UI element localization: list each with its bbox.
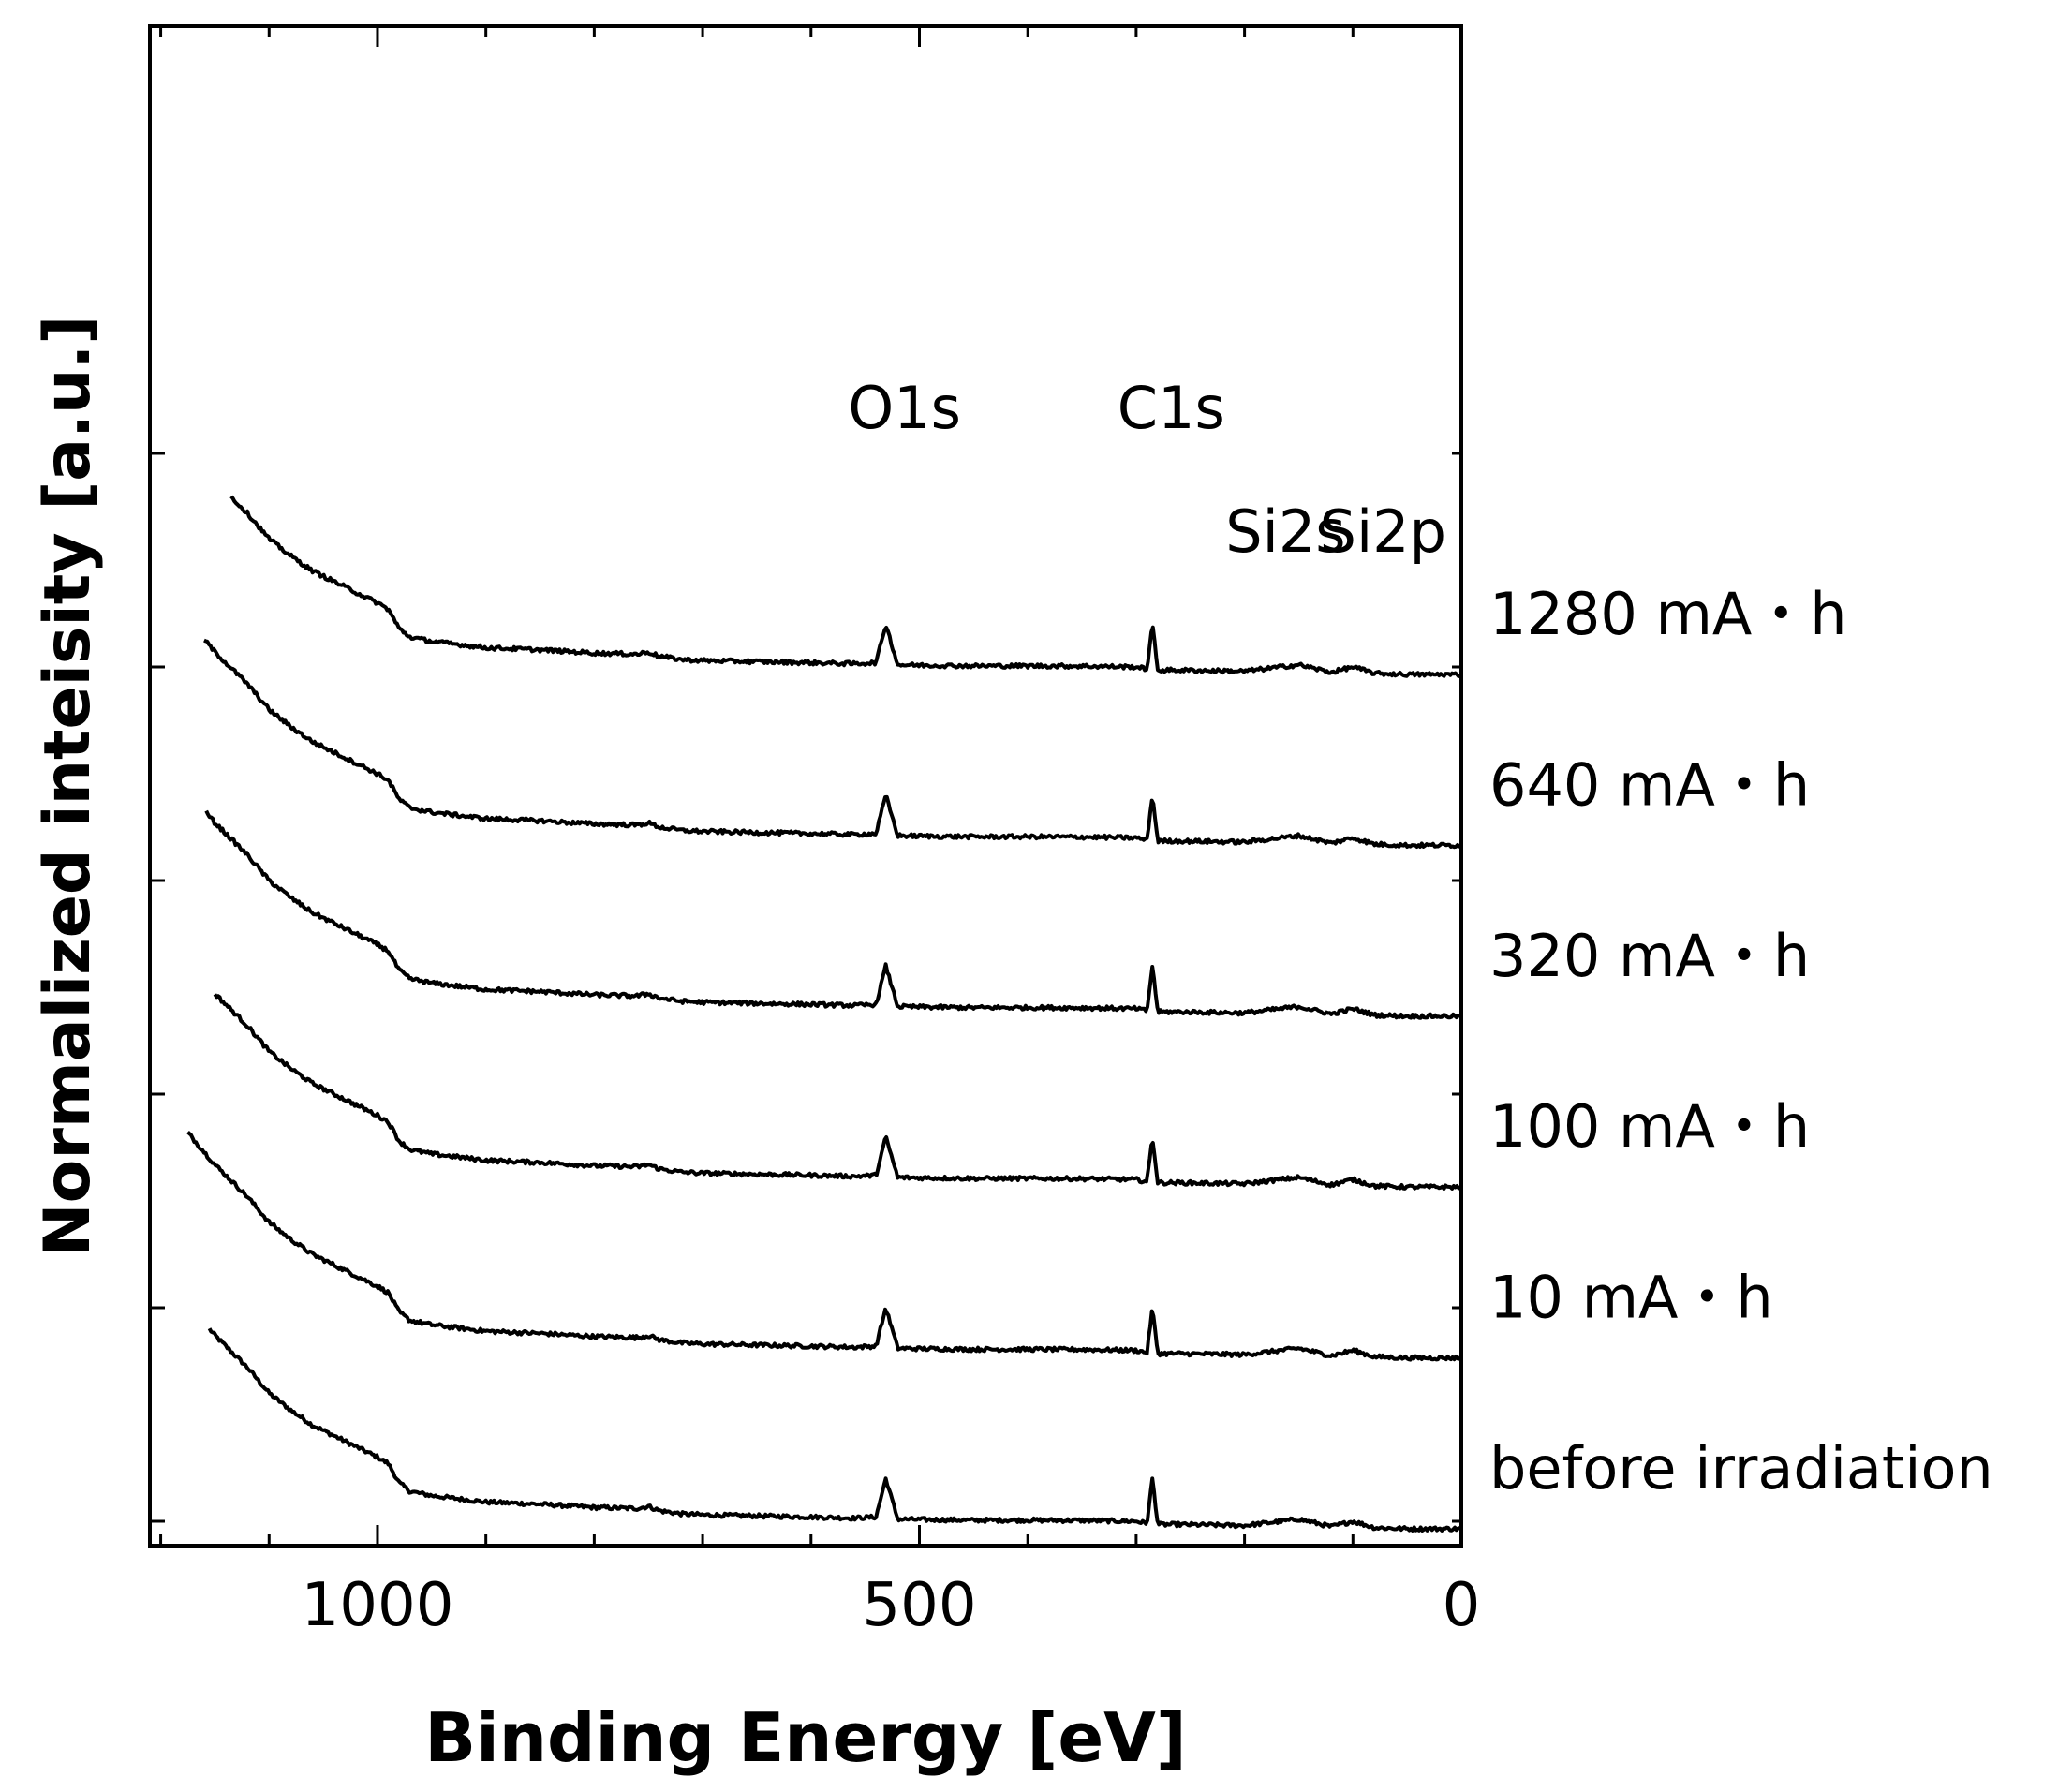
- peak-label-0: O1s: [848, 374, 961, 442]
- x-axis-title: Binding Energy [eV]: [424, 1698, 1187, 1777]
- y-tick-group: [150, 452, 1461, 1523]
- x-tick-label-1: 500: [862, 1571, 976, 1640]
- y-axis-title: Normalized inteisity [a.u.]: [31, 316, 105, 1257]
- legend-label-3: 320 mA・h: [1489, 922, 1810, 990]
- trace-5: [229, 495, 1461, 678]
- trace-1: [186, 1130, 1462, 1362]
- peak-label-3: Si2p: [1320, 497, 1446, 566]
- x-tick-label-0: 1000: [302, 1571, 454, 1640]
- trace-group: [186, 495, 1463, 1533]
- legend-label-1: 10 mA・h: [1489, 1264, 1773, 1332]
- peak-label-2: Si2s: [1225, 497, 1345, 566]
- legend-label-0: before irradiation: [1489, 1434, 1993, 1503]
- x-tick-group: 1000 500 0: [159, 26, 1481, 1640]
- trace-4: [203, 638, 1461, 850]
- trace-2: [213, 993, 1461, 1191]
- legend-label-4: 640 mA・h: [1489, 750, 1810, 819]
- legend-label-2: 100 mA・h: [1489, 1092, 1810, 1161]
- trace-3: [204, 809, 1463, 1020]
- x-tick-label-2: 0: [1443, 1571, 1481, 1640]
- peak-label-1: C1s: [1118, 374, 1225, 442]
- trace-0: [207, 1327, 1462, 1533]
- plot-frame: [148, 24, 1463, 1548]
- legend-group: before irradiation 10 mA・h 100 mA・h 320 mA・…: [1489, 580, 1993, 1503]
- legend-label-5: 1280 mA・h: [1489, 580, 1847, 648]
